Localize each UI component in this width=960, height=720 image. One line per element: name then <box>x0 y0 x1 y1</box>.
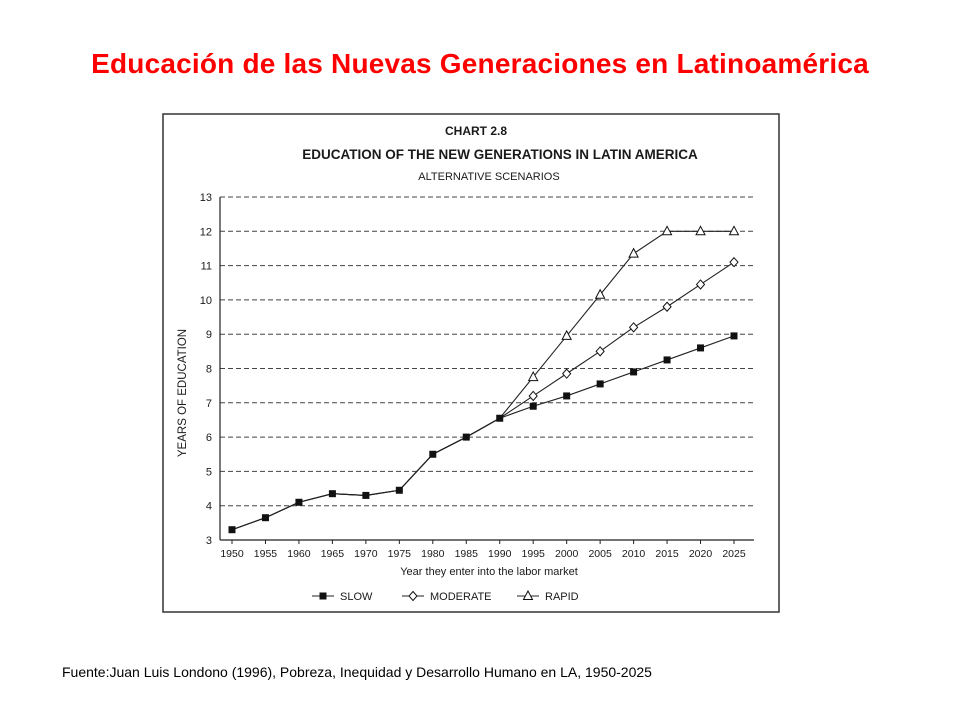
data-point-slow <box>663 356 671 364</box>
y-tick-label: 10 <box>200 295 212 307</box>
x-tick-label: 2025 <box>722 548 746 560</box>
x-tick-label: 2015 <box>655 548 679 560</box>
data-point-moderate <box>561 368 572 379</box>
data-point-slow <box>730 332 738 340</box>
chart-frame <box>162 113 780 613</box>
data-point-rapid <box>527 371 539 382</box>
data-point-slow <box>697 344 705 352</box>
y-tick-label: 9 <box>206 329 212 341</box>
y-tick-label: 3 <box>206 535 212 547</box>
chart-title: EDUCATION OF THE NEW GENERATIONS IN LATI… <box>302 147 698 162</box>
data-point-slow <box>228 526 236 534</box>
legend-item-moderate: MODERATE <box>402 590 492 603</box>
data-point-rapid <box>661 225 673 236</box>
y-tick-label: 5 <box>206 466 212 478</box>
data-point-slow <box>429 450 437 458</box>
data-point-moderate <box>628 322 639 333</box>
data-point-rapid <box>728 225 740 236</box>
data-point-slow <box>596 380 604 388</box>
legend-item-rapid: RAPID <box>517 589 579 603</box>
chart-number: CHART 2.8 <box>445 124 507 138</box>
x-tick-label: 1985 <box>455 548 479 560</box>
x-tick-label: 2000 <box>555 548 579 560</box>
y-tick-label: 12 <box>200 226 212 238</box>
x-tick-label: 1995 <box>522 548 546 560</box>
x-tick-label: 1990 <box>488 548 512 560</box>
legend-marker-rapid <box>522 589 534 600</box>
chart-figure: CHART 2.8 EDUCATION OF THE NEW GENERATIO… <box>162 113 780 613</box>
x-tick-label: 2020 <box>689 548 713 560</box>
data-point-moderate <box>662 301 672 313</box>
line-chart: CHART 2.8 EDUCATION OF THE NEW GENERATIO… <box>162 113 780 613</box>
series-slow <box>228 332 738 534</box>
y-tick-label: 11 <box>201 261 212 273</box>
data-point-slow <box>395 486 403 494</box>
y-tick-label: 8 <box>206 364 212 376</box>
x-tick-label: 1960 <box>287 548 311 560</box>
chart-subtitle: ALTERNATIVE SCENARIOS <box>418 171 559 183</box>
data-point-slow <box>261 514 269 522</box>
data-point-moderate <box>528 390 538 402</box>
x-tick-label: 1970 <box>354 548 378 560</box>
y-tick-label: 6 <box>206 432 212 444</box>
legend-item-slow: SLOW <box>312 591 373 603</box>
data-point-slow <box>630 368 638 376</box>
x-tick-label: 1975 <box>388 548 412 560</box>
y-axis-label: YEARS OF EDUCATION <box>177 329 189 457</box>
legend-label-rapid: RAPID <box>545 591 579 603</box>
x-tick-label: 2005 <box>588 548 612 560</box>
y-tick-label: 4 <box>206 501 212 513</box>
x-tick-label: 1950 <box>220 548 244 560</box>
x-axis-label: Year they enter into the labor market <box>400 566 578 578</box>
x-tick-label: 1980 <box>421 548 445 560</box>
data-point-slow <box>362 491 370 499</box>
data-point-rapid <box>695 225 706 236</box>
y-tick-label: 7 <box>206 398 212 410</box>
source-note: Fuente:Juan Luis Londono (1996), Pobreza… <box>62 664 652 680</box>
data-point-rapid <box>561 329 572 340</box>
legend-marker-slow <box>319 592 327 600</box>
legend-label-slow: SLOW <box>340 591 373 603</box>
data-point-slow <box>462 433 470 441</box>
data-point-slow <box>563 392 571 400</box>
data-point-moderate <box>595 346 605 357</box>
data-point-moderate <box>695 279 706 290</box>
data-point-slow <box>328 490 336 498</box>
x-tick-label: 1965 <box>321 548 345 560</box>
data-point-slow <box>295 498 303 506</box>
x-tick-label: 1955 <box>254 548 278 560</box>
x-tick-label: 2010 <box>622 548 646 560</box>
y-tick-label: 13 <box>200 192 212 204</box>
legend-label-moderate: MODERATE <box>430 591 492 603</box>
data-point-rapid <box>594 288 606 299</box>
data-point-moderate <box>729 256 739 268</box>
legend-marker-moderate <box>408 590 418 602</box>
data-point-rapid <box>628 247 639 258</box>
slide-title: Educación de las Nuevas Generaciones en … <box>91 48 869 79</box>
data-point-slow <box>496 414 504 422</box>
series-line-slow <box>231 335 735 531</box>
data-point-slow <box>529 402 537 410</box>
